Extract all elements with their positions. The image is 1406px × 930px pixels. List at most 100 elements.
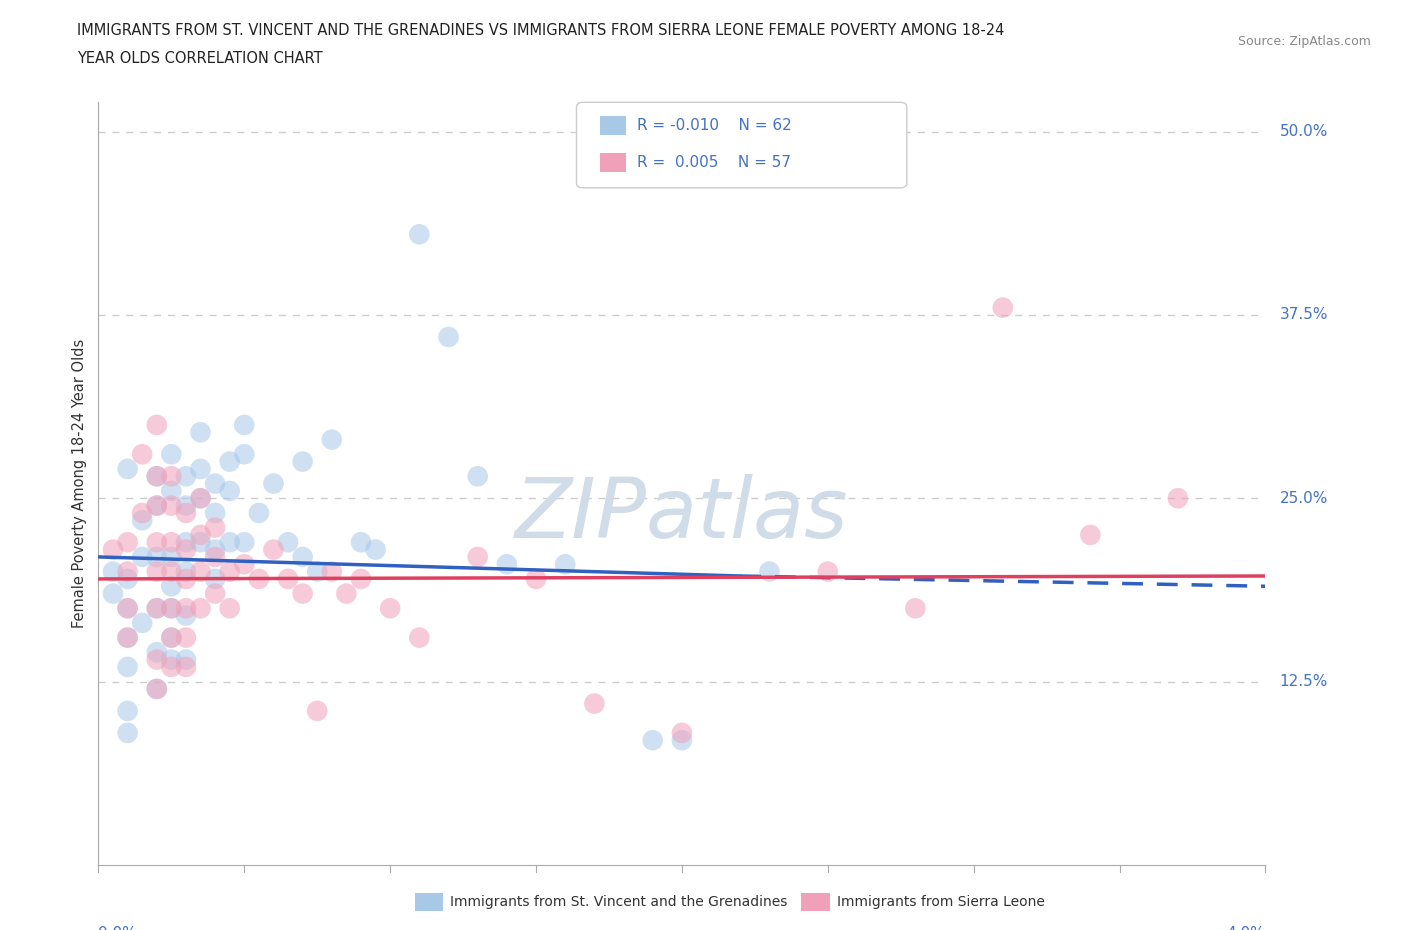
Point: [204, 476, 226, 491]
Text: 12.5%: 12.5%: [1279, 674, 1327, 689]
Text: 50.0%: 50.0%: [1279, 124, 1327, 140]
Point: [146, 652, 169, 667]
Point: [380, 601, 402, 616]
Point: [218, 535, 240, 550]
Point: [146, 565, 169, 579]
Point: [350, 571, 373, 587]
Text: Source: ZipAtlas.com: Source: ZipAtlas.com: [1237, 35, 1371, 48]
Point: [204, 506, 226, 521]
Point: [160, 601, 183, 616]
Point: [146, 644, 169, 659]
Point: [204, 542, 226, 557]
Point: [174, 608, 197, 623]
Point: [101, 565, 124, 579]
Point: [174, 659, 197, 674]
Point: [277, 571, 299, 587]
Text: Immigrants from St. Vincent and the Grenadines: Immigrants from St. Vincent and the Gren…: [450, 895, 787, 910]
Point: [117, 703, 139, 718]
Point: [160, 578, 183, 593]
Text: R = -0.010    N = 62: R = -0.010 N = 62: [637, 118, 792, 133]
Point: [218, 454, 240, 469]
Point: [146, 682, 169, 697]
Point: [671, 725, 693, 740]
Point: [160, 446, 183, 461]
Point: [408, 631, 430, 645]
Point: [218, 565, 240, 579]
Y-axis label: Female Poverty Among 18-24 Year Olds: Female Poverty Among 18-24 Year Olds: [72, 339, 87, 629]
Text: YEAR OLDS CORRELATION CHART: YEAR OLDS CORRELATION CHART: [77, 51, 323, 66]
Point: [117, 601, 139, 616]
Point: [160, 469, 183, 484]
Point: [904, 601, 927, 616]
Point: [190, 601, 212, 616]
Point: [101, 542, 124, 557]
Point: [160, 565, 183, 579]
Point: [204, 550, 226, 565]
Point: [146, 601, 169, 616]
Point: [174, 565, 197, 579]
Point: [174, 601, 197, 616]
Point: [307, 703, 329, 718]
Point: [146, 498, 169, 513]
Point: [174, 571, 197, 587]
Point: [467, 550, 489, 565]
Point: [146, 469, 169, 484]
Point: [190, 461, 212, 476]
Point: [218, 601, 240, 616]
Point: [277, 535, 299, 550]
Point: [174, 631, 197, 645]
Point: [160, 535, 183, 550]
Point: [1080, 527, 1102, 542]
Point: [160, 631, 183, 645]
Point: [117, 725, 139, 740]
Point: [247, 506, 270, 521]
Point: [146, 469, 169, 484]
Point: [190, 491, 212, 506]
Point: [117, 631, 139, 645]
Point: [218, 484, 240, 498]
Point: [101, 586, 124, 601]
Point: [291, 550, 314, 565]
Point: [291, 586, 314, 601]
Point: [437, 329, 460, 344]
Point: [146, 535, 169, 550]
Point: [160, 484, 183, 498]
Text: Immigrants from Sierra Leone: Immigrants from Sierra Leone: [837, 895, 1045, 910]
Point: [131, 512, 153, 527]
Text: IMMIGRANTS FROM ST. VINCENT AND THE GRENADINES VS IMMIGRANTS FROM SIERRA LEONE F: IMMIGRANTS FROM ST. VINCENT AND THE GREN…: [77, 23, 1005, 38]
Text: R =  0.005    N = 57: R = 0.005 N = 57: [637, 155, 792, 170]
Point: [190, 527, 212, 542]
Point: [190, 535, 212, 550]
Point: [146, 682, 169, 697]
Point: [160, 498, 183, 513]
Point: [408, 227, 430, 242]
Point: [117, 601, 139, 616]
Point: [1167, 491, 1189, 506]
Point: [117, 461, 139, 476]
Point: [146, 498, 169, 513]
Point: [146, 418, 169, 432]
Point: [174, 498, 197, 513]
Point: [146, 601, 169, 616]
Point: [190, 425, 212, 440]
Point: [233, 446, 256, 461]
Point: [131, 616, 153, 631]
Point: [117, 565, 139, 579]
Point: [321, 432, 343, 447]
Point: [233, 418, 256, 432]
Point: [174, 652, 197, 667]
Point: [204, 586, 226, 601]
Point: [991, 300, 1014, 315]
Point: [160, 652, 183, 667]
Point: [117, 631, 139, 645]
Point: [174, 542, 197, 557]
Point: [117, 571, 139, 587]
Point: [233, 557, 256, 572]
Point: [131, 506, 153, 521]
Point: [190, 565, 212, 579]
Point: [671, 733, 693, 748]
Point: [321, 565, 343, 579]
Text: 25.0%: 25.0%: [1279, 491, 1327, 506]
Point: [146, 550, 169, 565]
Point: [583, 697, 606, 711]
